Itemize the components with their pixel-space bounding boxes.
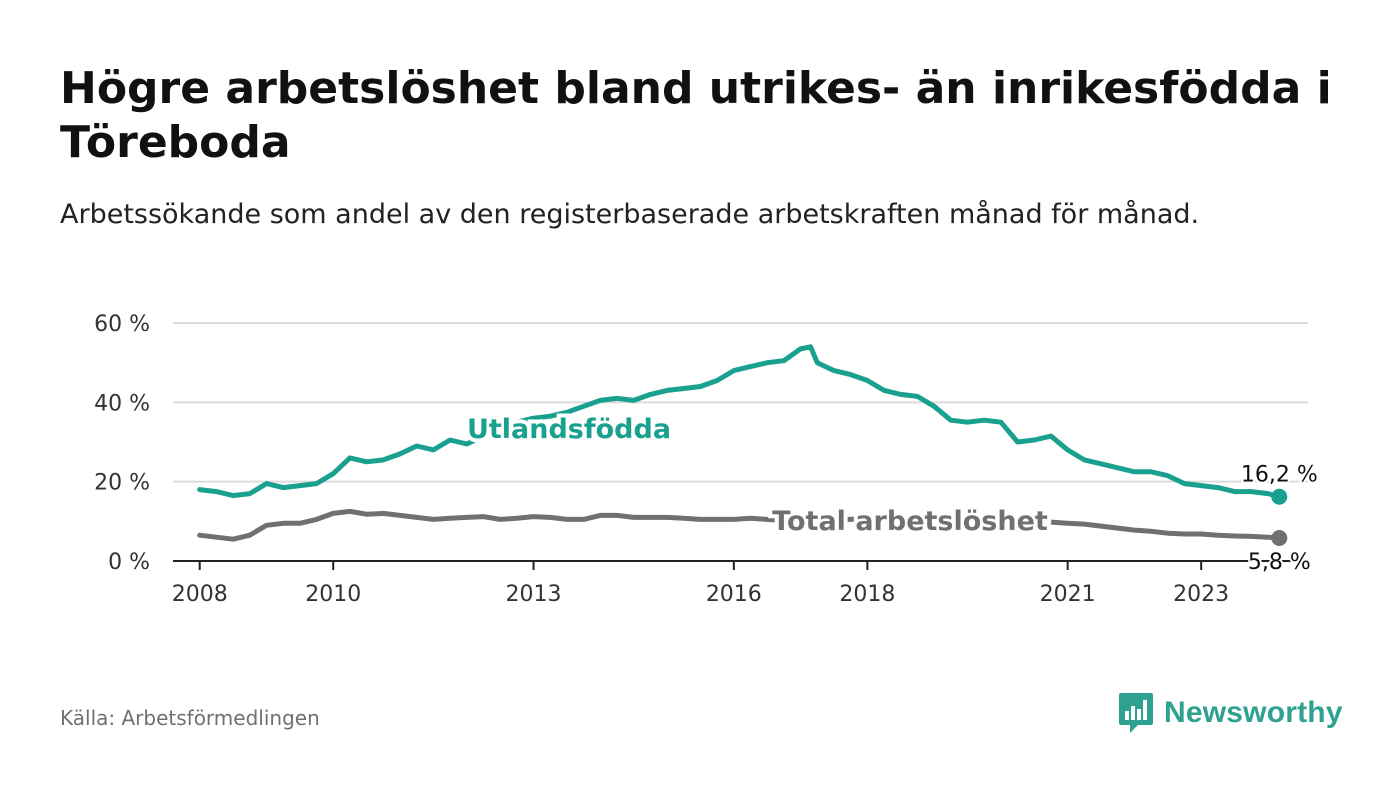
series-line-utlandsfodda <box>197 344 1282 500</box>
gridlines <box>173 322 1308 483</box>
series <box>197 344 1288 546</box>
x-tick-label: 2010 <box>305 582 361 607</box>
series-line-total <box>197 508 1282 542</box>
x-tick-label: 2021 <box>1040 582 1096 607</box>
x-tick-label: 2013 <box>506 582 562 607</box>
series-labels: 16,2 % 5,8 % Utlandsfödda Total arbetslöshe… <box>463 410 1320 577</box>
source-note: Källa: Arbetsförmedlingen <box>60 706 320 730</box>
x-tick-label: 2008 <box>172 582 228 607</box>
end-point-total <box>1271 529 1288 546</box>
y-tick-label: 40 % <box>94 391 150 416</box>
series-label-total: Total arbetslöshet <box>772 506 1048 537</box>
newsworthy-logo[interactable]: Newsworthy <box>1118 690 1343 736</box>
newsworthy-logo-icon <box>1119 693 1153 733</box>
y-tick-label: 60 % <box>94 312 150 337</box>
y-tick-label: 20 % <box>94 471 150 496</box>
end-value-utlandsfodda: 16,2 % <box>1241 463 1318 488</box>
y-axis: 0 % 20 % 40 % 60 % <box>94 312 150 575</box>
x-axis: 2008 2010 2013 2016 2018 2021 2023 <box>172 560 1308 607</box>
chart-title: Högre arbetslöshet bland utrikes- än inr… <box>60 63 1332 168</box>
y-tick-label: 0 % <box>108 550 150 575</box>
x-tick-label: 2023 <box>1173 582 1229 607</box>
chart-subtitle: Arbetssökande som andel av den registerb… <box>60 199 1200 230</box>
series-label-utlandsfodda: Utlandsfödda <box>467 414 671 445</box>
x-tick-label: 2016 <box>706 582 762 607</box>
brand-name: Newsworthy <box>1164 696 1343 729</box>
end-value-total: 5,8 % <box>1248 550 1311 575</box>
end-point-utlandsfodda <box>1271 488 1288 505</box>
x-tick-label: 2018 <box>839 582 895 607</box>
